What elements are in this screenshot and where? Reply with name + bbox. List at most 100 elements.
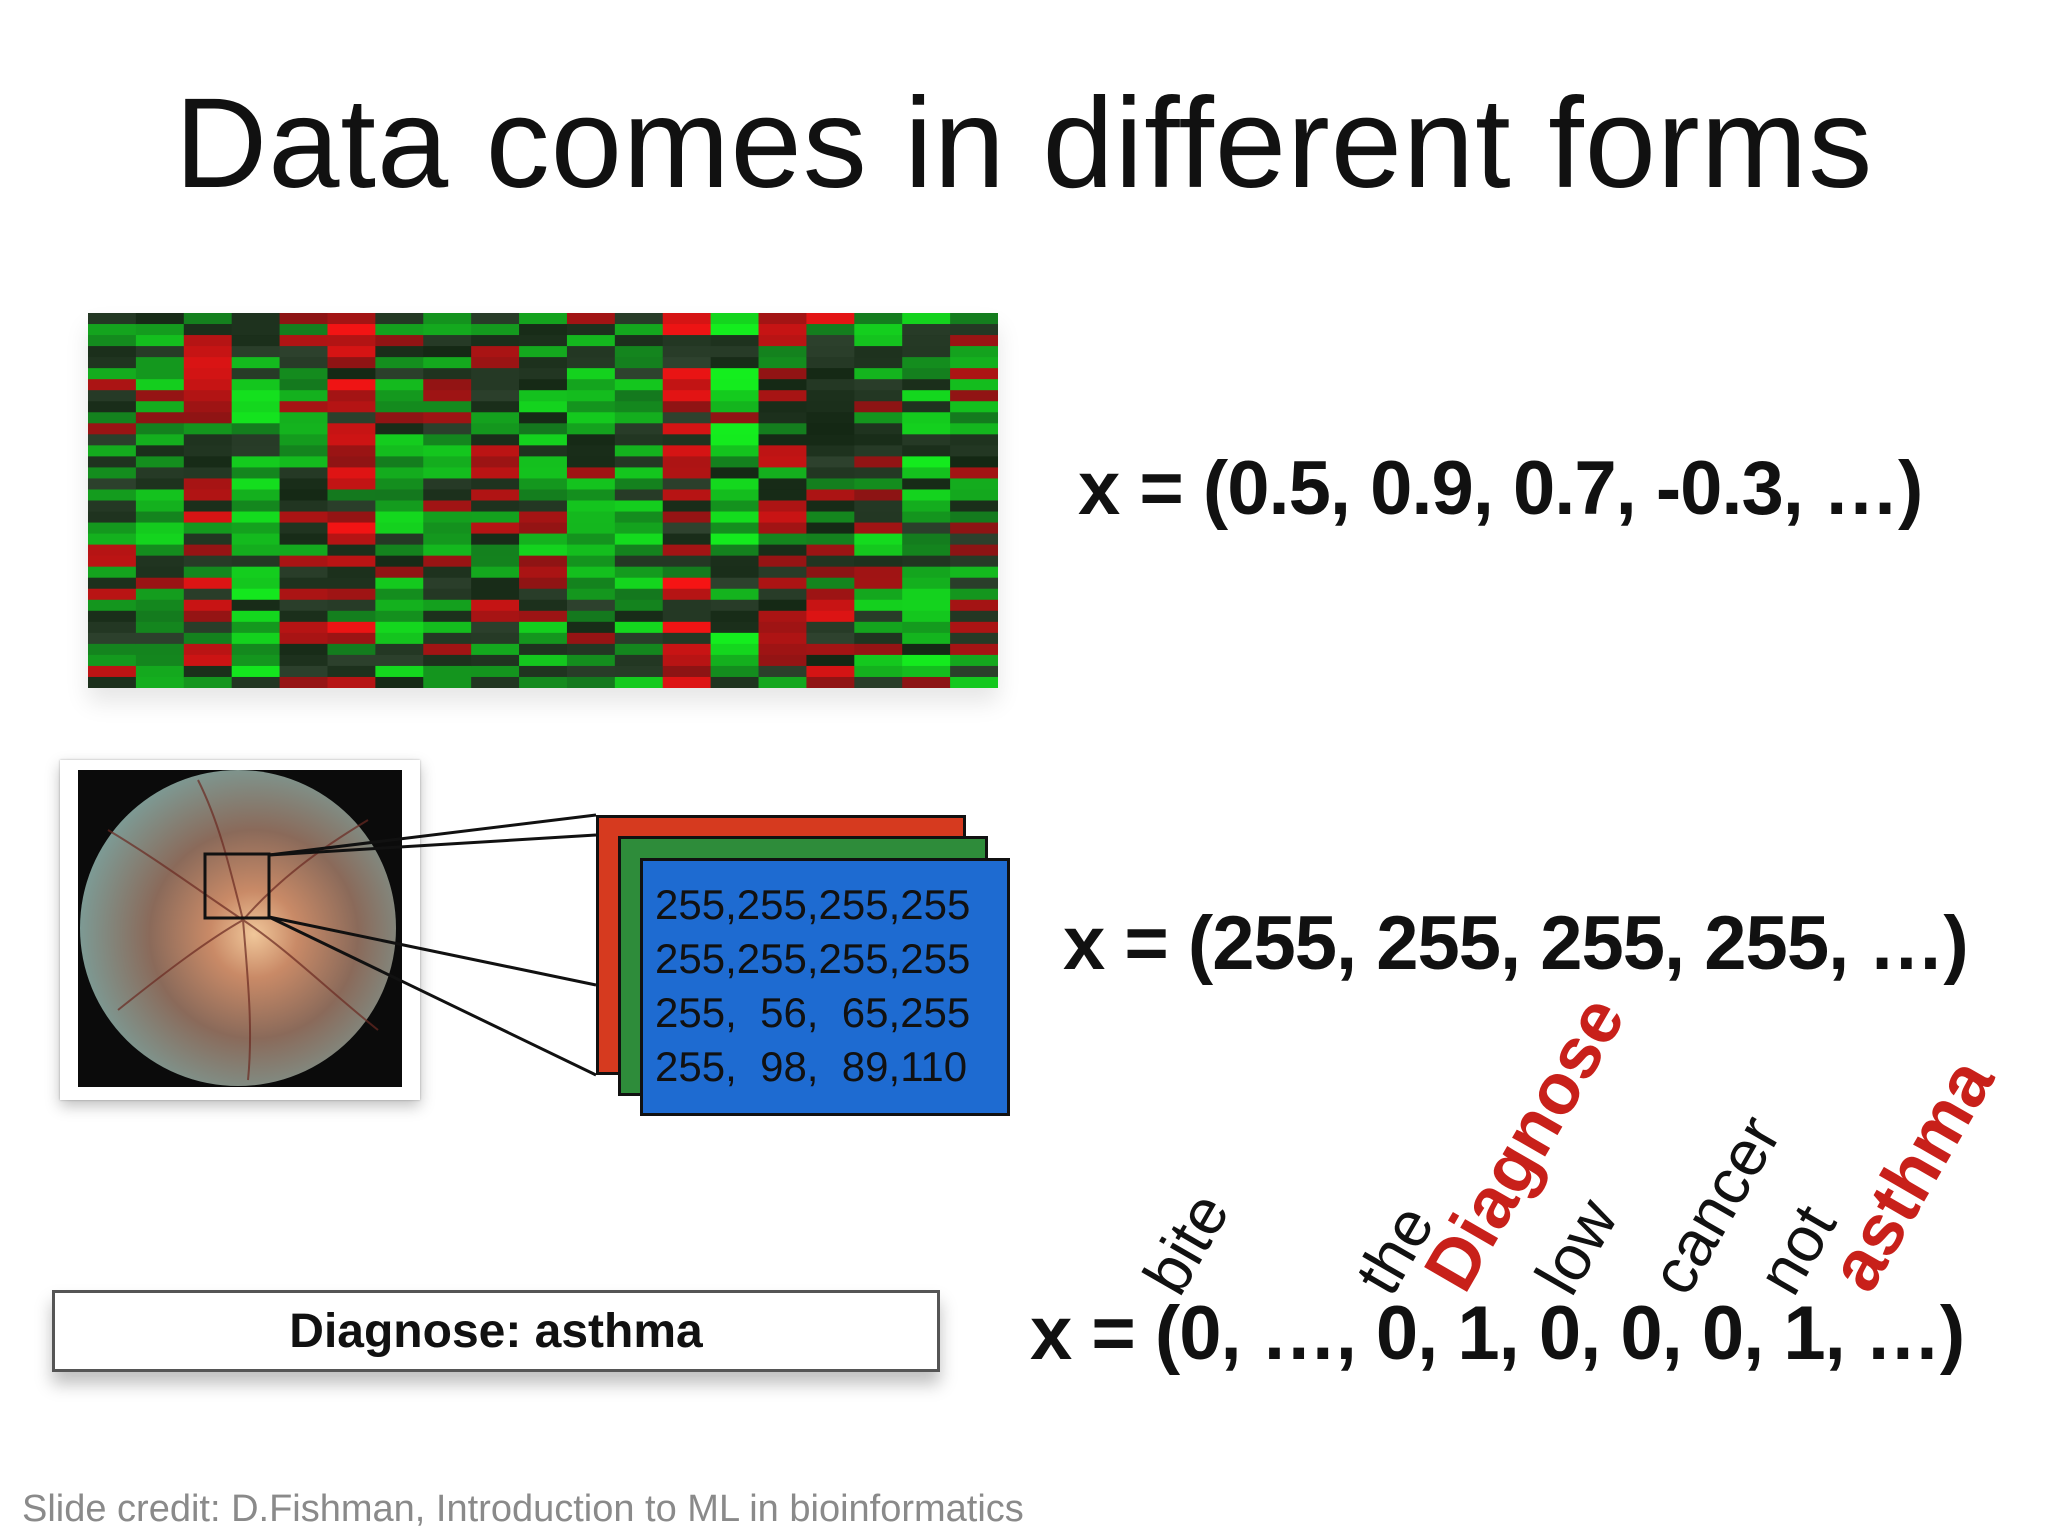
heatmap-cell (423, 324, 472, 336)
heatmap-cell (614, 379, 664, 391)
heatmap-cell (231, 555, 281, 568)
heatmap-cell (662, 390, 712, 402)
heatmap-cell (806, 599, 855, 612)
heatmap-cell (902, 566, 951, 579)
heatmap-cell (135, 665, 185, 678)
heatmap-cell (231, 445, 281, 457)
heatmap-cell (135, 632, 185, 645)
heatmap-cell (88, 346, 137, 358)
heatmap-cell (471, 544, 520, 557)
heatmap-cell (231, 577, 281, 590)
heatmap-cell (710, 434, 760, 446)
heatmap-cell (327, 390, 376, 402)
heatmap-cell (88, 577, 137, 590)
heatmap-cell (279, 357, 328, 369)
heatmap-cell (710, 577, 760, 590)
heatmap-cell (183, 566, 233, 579)
heatmap-cell (950, 610, 998, 623)
heatmap-cell (710, 654, 760, 667)
heatmap-cell (854, 379, 903, 391)
heatmap-cell (88, 434, 137, 446)
heatmap-cell (183, 511, 233, 524)
heatmap-cell (950, 434, 998, 446)
heatmap-cell (279, 676, 328, 688)
heatmap-cell (231, 357, 281, 369)
heatmap-cell (902, 445, 951, 457)
heatmap-cell (279, 335, 328, 347)
heatmap-cell (662, 324, 712, 336)
heatmap-cell (710, 368, 760, 380)
heatmap-cell (566, 555, 616, 568)
heatmap-cell (710, 676, 760, 688)
heatmap-cell (279, 390, 328, 402)
heatmap-cell (950, 489, 998, 501)
heatmap-cell (88, 676, 137, 688)
heatmap-cell (135, 357, 185, 369)
heatmap-cell (854, 654, 903, 667)
heatmap-cell (423, 456, 472, 468)
heatmap-cell (950, 313, 998, 325)
heatmap-cell (231, 346, 281, 358)
heatmap-cell (758, 324, 807, 336)
heatmap-cell (758, 566, 807, 579)
heatmap-cell (375, 335, 424, 347)
heatmap-cell (423, 401, 472, 413)
heatmap-cell (231, 335, 281, 347)
heatmap-cell (950, 500, 998, 513)
heatmap-cell (662, 577, 712, 590)
heatmap-cell (758, 599, 807, 612)
heatmap-cell (566, 368, 616, 380)
heatmap-cell (375, 456, 424, 468)
heatmap-cell (423, 467, 472, 479)
heatmap-cell (375, 412, 424, 424)
heatmap-cell (758, 577, 807, 590)
heatmap-cell (88, 555, 137, 568)
heatmap-cell (375, 676, 424, 688)
heatmap-cell (327, 643, 376, 656)
heatmap-cell (327, 599, 376, 612)
heatmap-cell (710, 533, 760, 546)
heatmap-cell (327, 654, 376, 667)
heatmap-cell (950, 456, 998, 468)
heatmap-cell (327, 555, 376, 568)
heatmap-cell (375, 599, 424, 612)
heatmap-cell (183, 676, 233, 688)
heatmap-cell (471, 357, 520, 369)
heatmap-cell (375, 588, 424, 601)
heatmap-cell (806, 456, 855, 468)
heatmap-cell (423, 434, 472, 446)
heatmap-cell (231, 533, 281, 546)
heatmap-cell (183, 643, 233, 656)
heatmap-cell (183, 445, 233, 457)
heatmap-cell (854, 566, 903, 579)
heatmap-cell (183, 533, 233, 546)
heatmap-cell (183, 478, 233, 490)
heatmap-cell (471, 522, 520, 535)
heatmap-cell (614, 599, 664, 612)
heatmap-cell (519, 500, 568, 513)
slide-title: Data comes in different forms (174, 72, 1874, 215)
heatmap-cell (806, 632, 855, 645)
heatmap-cell (662, 621, 712, 634)
heatmap-cell (566, 643, 616, 656)
heatmap-cell (471, 489, 520, 501)
heatmap-cell (183, 588, 233, 601)
heatmap-cell (279, 555, 328, 568)
pixel-vector-formula: x = (255, 255, 255, 255, …) (1063, 901, 1969, 986)
heatmap-cell (471, 401, 520, 413)
heatmap-cell (423, 313, 472, 325)
heatmap-cell (183, 456, 233, 468)
heatmap-cell (375, 368, 424, 380)
heatmap-cell (710, 511, 760, 524)
heatmap-cell (471, 324, 520, 336)
heatmap-cell (519, 324, 568, 336)
heatmap-cell (662, 676, 712, 688)
heatmap-cell (423, 522, 472, 535)
heatmap-cell (854, 368, 903, 380)
heatmap-cell (279, 533, 328, 546)
heatmap-cell (471, 555, 520, 568)
heatmap-cell (566, 599, 616, 612)
heatmap-cell (614, 511, 664, 524)
heatmap-cell (566, 489, 616, 501)
heatmap-cell (950, 412, 998, 424)
